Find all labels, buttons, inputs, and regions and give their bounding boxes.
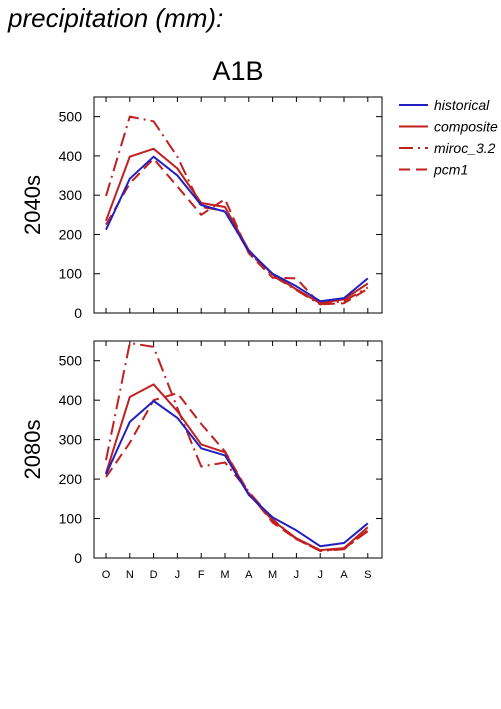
plot-frame bbox=[93, 96, 383, 314]
y-tick-label: 200 bbox=[59, 471, 83, 487]
legend: historical composite miroc_3.2 pcm1 bbox=[399, 97, 498, 178]
series-line-miroc-3-2 bbox=[105, 342, 369, 552]
series-line-miroc-3-2 bbox=[105, 115, 369, 306]
y-tick-label: 400 bbox=[59, 392, 83, 408]
x-tick-label-j: J bbox=[317, 569, 323, 581]
legend-label: composite bbox=[434, 119, 498, 135]
x-tick-label-m: M bbox=[220, 569, 229, 581]
y-tick-label: 100 bbox=[59, 511, 83, 527]
legend-label: pcm1 bbox=[433, 162, 468, 178]
figure-title: precipitation (mm): bbox=[7, 3, 223, 33]
series-line-pcm1 bbox=[105, 392, 369, 552]
panel-2040s: 0 100 200 300 400 500 2040s bbox=[20, 96, 383, 321]
x-tick-label-s: S bbox=[364, 569, 371, 581]
x-tick-label-d: D bbox=[150, 569, 158, 581]
scenario-title: A1B bbox=[212, 56, 263, 86]
y-tick-label: 200 bbox=[59, 226, 83, 242]
x-tick-label-n: N bbox=[126, 569, 134, 581]
panel-2080s: 0 100 200 300 400 500 O N D J F M A M J J A S 2080s bbox=[20, 340, 383, 581]
x-tick-label-a: A bbox=[340, 569, 348, 581]
x-tick-label-j: J bbox=[175, 569, 181, 581]
series-line-historical bbox=[105, 400, 369, 548]
x-tick-label-j: J bbox=[294, 569, 300, 581]
legend-item-pcm1: pcm1 bbox=[399, 162, 468, 178]
legend-label: miroc_3.2 bbox=[434, 140, 496, 156]
series-line-composite bbox=[105, 147, 369, 305]
series-line-pcm1 bbox=[105, 157, 369, 306]
period-label: 2080s bbox=[20, 420, 45, 480]
x-tick-label-o: O bbox=[102, 569, 111, 581]
y-tick-label: 0 bbox=[74, 305, 82, 321]
y-tick-label: 300 bbox=[59, 432, 83, 448]
y-tick-label: 500 bbox=[59, 353, 83, 369]
legend-label: historical bbox=[434, 97, 490, 113]
x-tick-label-a: A bbox=[245, 569, 253, 581]
y-tick-label: 0 bbox=[74, 550, 82, 566]
x-tick-label-f: F bbox=[198, 569, 205, 581]
period-label: 2040s bbox=[20, 175, 45, 235]
series-line-composite bbox=[105, 383, 369, 552]
legend-item-composite: composite bbox=[399, 119, 498, 135]
y-tick-label: 300 bbox=[59, 187, 83, 203]
y-tick-label: 100 bbox=[59, 266, 83, 282]
legend-item-historical: historical bbox=[399, 97, 490, 113]
legend-item-miroc-3-2: miroc_3.2 bbox=[399, 140, 496, 156]
series-line-historical bbox=[105, 155, 369, 303]
plot-frame bbox=[93, 340, 383, 559]
y-tick-label: 400 bbox=[59, 148, 83, 164]
x-tick-label-m: M bbox=[268, 569, 277, 581]
y-tick-label: 500 bbox=[59, 109, 83, 125]
